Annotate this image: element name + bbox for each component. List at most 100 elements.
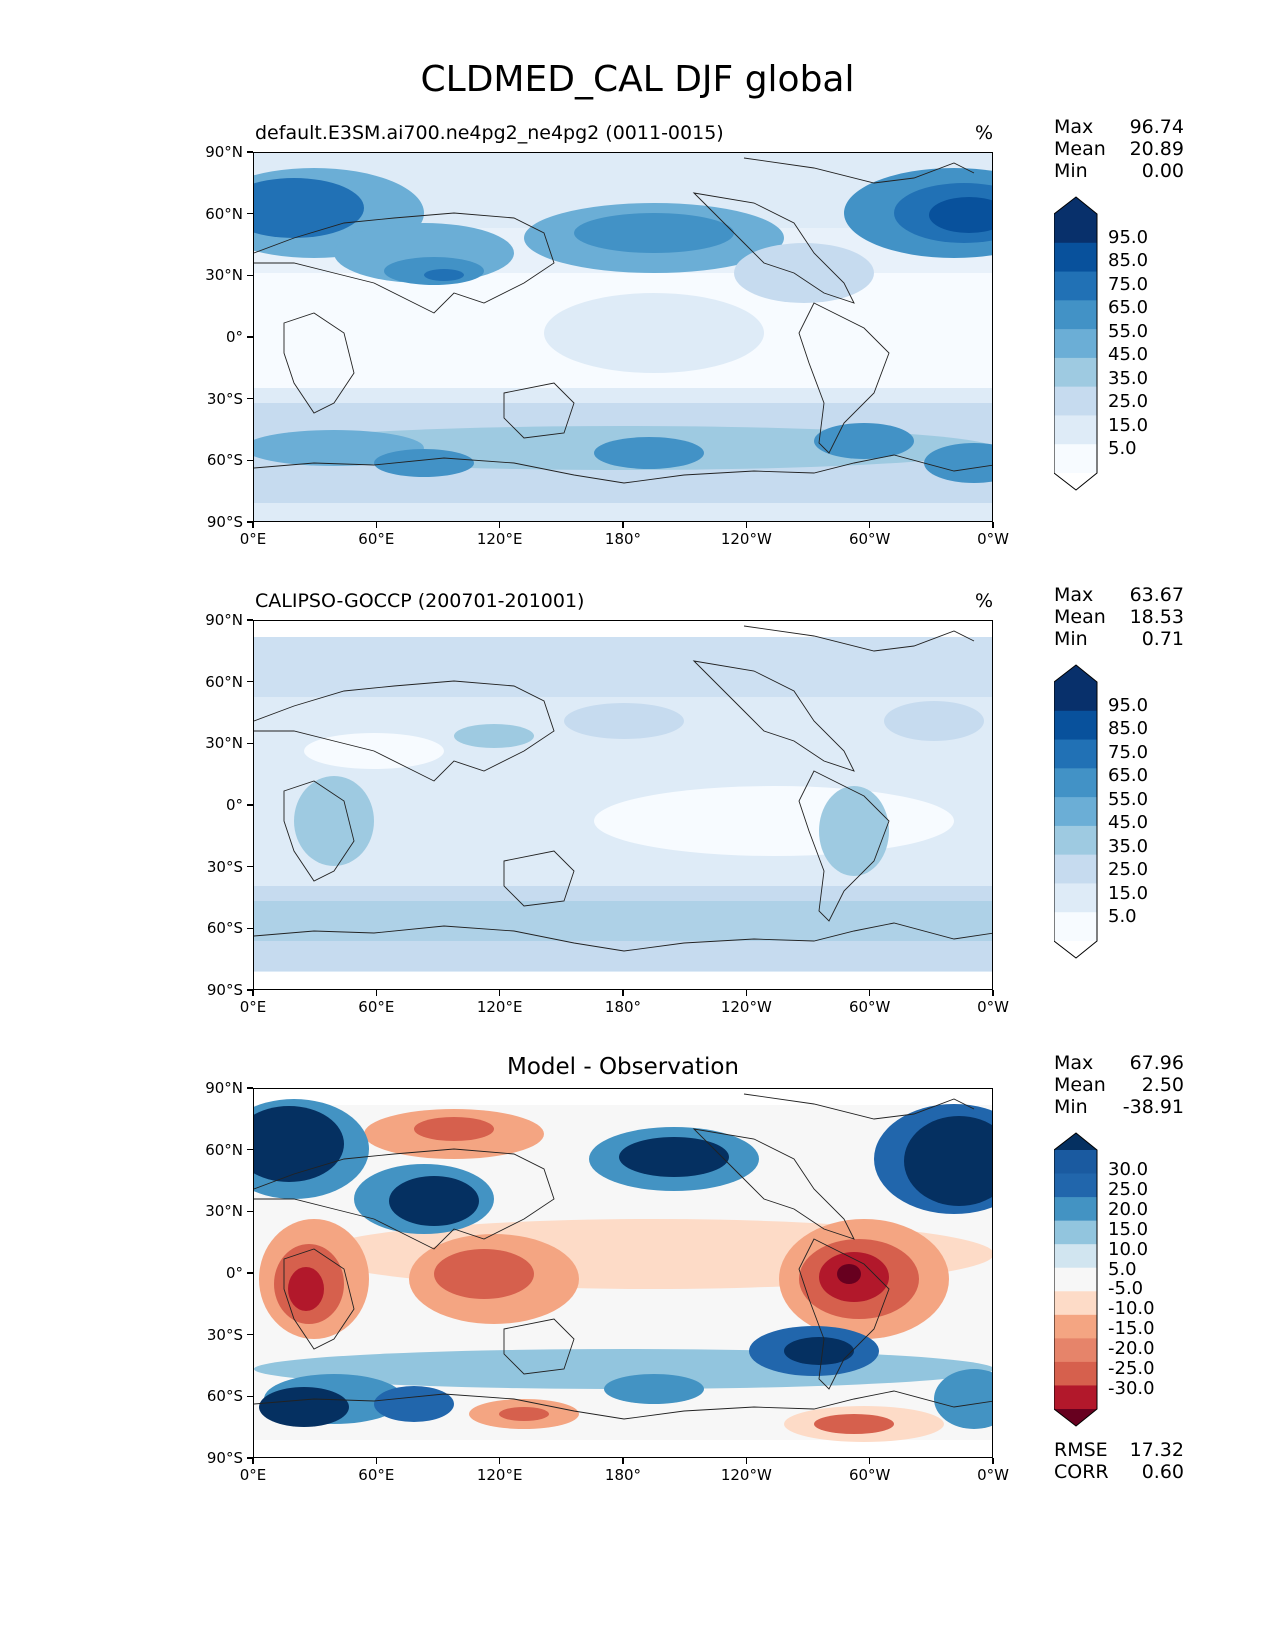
colorbar-extend-max — [1054, 1133, 1097, 1150]
coastlines-model — [254, 157, 992, 484]
lat-tick-mark — [247, 1395, 253, 1398]
stat-row: Max 96.74 — [1054, 116, 1184, 138]
colorbar-tick-label: -25.0 — [1108, 1358, 1155, 1380]
lat-tick-mark — [247, 274, 253, 277]
lon-tick-mark — [375, 522, 378, 528]
lat-tick-mark — [247, 742, 253, 745]
contour-field-model — [254, 153, 992, 521]
lon-tick-mark — [252, 1458, 254, 1464]
coastlines-observation — [254, 625, 992, 952]
colorbar-tick-label: -5.0 — [1108, 1278, 1144, 1300]
stats-block-observation: Max 63.67 Mean 18.53 Min 0.71 — [1054, 584, 1184, 650]
colorbar-tick-label: 85.0 — [1108, 718, 1149, 740]
colorbar-band — [1054, 1197, 1097, 1222]
lat-tick-mark — [247, 927, 253, 930]
lat-tick-mark — [247, 1210, 253, 1213]
stat-key: Mean — [1054, 1074, 1106, 1096]
colorbar-band — [1054, 1267, 1097, 1292]
lat-tick-label: 60°S — [206, 451, 243, 470]
lat-tick-label: 0° — [225, 796, 243, 814]
colorbar-tick-label: 65.0 — [1108, 765, 1149, 787]
lon-tick-label: 60°E — [358, 998, 395, 1016]
lat-tick-label: 30°N — [205, 734, 243, 753]
metric-key: RMSE — [1054, 1439, 1108, 1461]
lat-tick-label: 30°N — [205, 266, 243, 285]
colorbar-band — [1054, 1150, 1097, 1175]
lat-tick-label: 60°S — [206, 1387, 243, 1406]
lat-tick-label: 30°S — [206, 857, 243, 876]
colorbar-tick-label: 5.0 — [1108, 906, 1137, 928]
lat-tick-label: 90°S — [206, 513, 243, 531]
colorbar-band — [1054, 1244, 1097, 1269]
lat-tick-label: 30°N — [205, 1202, 243, 1221]
colorbar-tick-label: 20.0 — [1108, 1198, 1149, 1220]
lon-tick-label: 0°W — [977, 1466, 1009, 1484]
lat-tick-label: 0° — [225, 328, 243, 346]
lat-tick-label: 60°N — [205, 204, 243, 223]
stat-value: 63.67 — [1129, 584, 1184, 606]
lat-tick-mark — [247, 459, 253, 462]
stat-row: Max 67.96 — [1054, 1052, 1184, 1074]
lon-tick-label: 0°W — [977, 998, 1009, 1016]
stat-key: Max — [1054, 1052, 1094, 1074]
contour-field-observation — [254, 637, 992, 972]
lon-tick-label: 0°E — [239, 530, 267, 548]
colorbar-band — [1054, 415, 1097, 445]
colorbar-band — [1054, 329, 1097, 359]
lon-tick-label: 60°W — [848, 1466, 891, 1484]
panel-unit-model: % — [975, 122, 994, 144]
lon-tick-mark — [499, 522, 501, 528]
colorbar-outline — [1054, 664, 1098, 959]
lon-tick-label: 120°W — [720, 1466, 772, 1484]
metric-value: 0.60 — [1141, 1461, 1184, 1483]
panel-label-difference: Model - Observation — [506, 1054, 740, 1080]
lat-tick-mark — [247, 866, 253, 868]
stat-value: 0.71 — [1141, 628, 1184, 650]
colorbar-band — [1054, 710, 1097, 741]
colorbar-band — [1054, 1385, 1097, 1410]
stat-key: Max — [1054, 116, 1094, 138]
colorbar-band — [1054, 214, 1097, 244]
stat-value: 18.53 — [1129, 606, 1184, 628]
lat-tick-label: 90°S — [206, 1449, 243, 1467]
lon-tick-label: 120°W — [720, 530, 772, 548]
colorbar-tick-label: 35.0 — [1108, 835, 1149, 857]
lat-tick-mark — [247, 681, 253, 683]
colorbar-tick-label: -20.0 — [1108, 1338, 1155, 1360]
colorbar-band — [1054, 357, 1097, 388]
lon-tick-label: 60°W — [848, 530, 891, 548]
stat-value: 0.00 — [1141, 160, 1184, 182]
colorbar-band — [1054, 1338, 1097, 1363]
colorbar-band — [1054, 1361, 1097, 1386]
stat-row: Min 0.71 — [1054, 628, 1184, 650]
lon-tick-label: 120°W — [720, 998, 772, 1016]
lat-tick-label: 90°N — [205, 1079, 243, 1097]
lat-tick-mark — [247, 151, 253, 153]
colorbar-tick-label: 75.0 — [1108, 741, 1149, 763]
panel-label-model: default.E3SM.ai700.ne4pg2_ne4pg2 (0011-0… — [255, 122, 724, 144]
colorbar-band — [1054, 1220, 1097, 1245]
colorbar-tick-label: 25.0 — [1108, 859, 1149, 881]
lat-tick-label: 90°S — [206, 981, 243, 999]
metric-row: RMSE 17.32 — [1054, 1439, 1184, 1461]
stat-value: -38.91 — [1122, 1096, 1184, 1118]
colorbar-tick-label: 85.0 — [1108, 250, 1149, 272]
colorbar-band — [1054, 739, 1097, 769]
lon-tick-mark — [252, 990, 254, 996]
map-observation — [253, 620, 993, 990]
lon-tick-label: 0°E — [239, 998, 267, 1016]
stat-value: 20.89 — [1129, 138, 1184, 160]
lat-tick-mark — [247, 1334, 253, 1336]
stat-row: Min 0.00 — [1054, 160, 1184, 182]
colorbar-tick-label: -10.0 — [1108, 1298, 1155, 1320]
stat-row: Mean 20.89 — [1054, 138, 1184, 160]
lat-tick-label: 30°S — [206, 1325, 243, 1344]
colorbar-extend-max — [1054, 197, 1097, 214]
lat-tick-mark — [247, 213, 253, 215]
colorbar-band — [1054, 854, 1097, 884]
lon-tick-mark — [622, 1458, 624, 1464]
lon-tick-label: 60°W — [848, 998, 891, 1016]
stat-row: Mean 2.50 — [1054, 1074, 1184, 1096]
panel-label-observation: CALIPSO-GOCCP (200701-201001) — [255, 590, 585, 612]
metrics-block-difference: RMSE 17.32 CORR 0.60 — [1054, 1439, 1184, 1483]
